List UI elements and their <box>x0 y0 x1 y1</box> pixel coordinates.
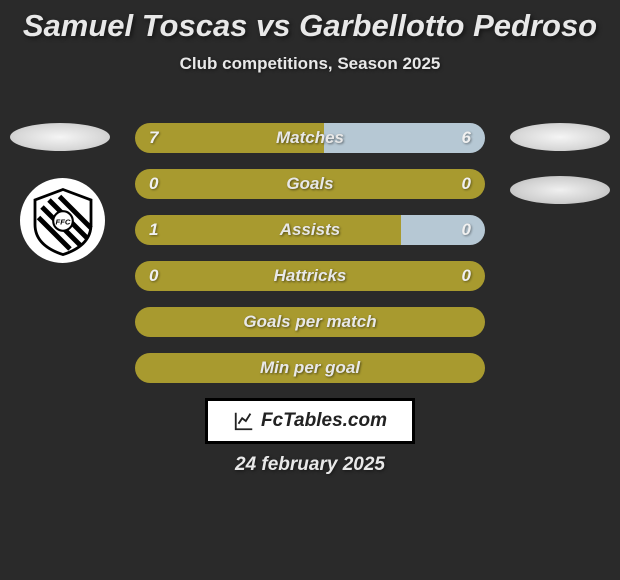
brand-logo: FcTables.com <box>205 398 415 444</box>
stats-container: Matches76Goals00Assists10Hattricks00Goal… <box>135 123 485 399</box>
stat-value-left: 1 <box>149 215 158 245</box>
page-title: Samuel Toscas vs Garbellotto Pedroso <box>0 0 620 44</box>
stat-value-right: 0 <box>462 169 471 199</box>
stat-row: Assists1 0 <box>135 215 485 245</box>
stat-value-left: 7 <box>149 123 158 153</box>
stat-label: Min per goal <box>135 353 485 383</box>
stat-label: Goals <box>135 169 485 199</box>
stat-label: Goals per match <box>135 307 485 337</box>
stat-value-right: 0 <box>462 215 471 245</box>
stat-row: Goals0 0 <box>135 169 485 199</box>
player2-badge <box>510 123 610 151</box>
stat-label: Hattricks <box>135 261 485 291</box>
player1-badge <box>10 123 110 151</box>
date-text: 24 february 2025 <box>0 454 620 476</box>
stat-value-right: 0 <box>462 261 471 291</box>
player1-club-logo: FFC <box>20 178 105 263</box>
stat-row: Min per goal <box>135 353 485 383</box>
stat-value-left: 0 <box>149 261 158 291</box>
stat-label: Matches <box>135 123 485 153</box>
club-shield-icon: FFC <box>28 186 98 256</box>
chart-icon <box>233 410 255 432</box>
svg-text:FFC: FFC <box>55 217 70 226</box>
stat-value-left: 0 <box>149 169 158 199</box>
brand-text: FcTables.com <box>261 410 387 432</box>
stat-value-right: 6 <box>462 123 471 153</box>
player2-club-badge <box>510 176 610 204</box>
subtitle: Club competitions, Season 2025 <box>0 54 620 74</box>
stat-row: Hattricks0 0 <box>135 261 485 291</box>
stat-row: Matches7 6 <box>135 123 485 153</box>
stat-row: Goals per match <box>135 307 485 337</box>
stat-label: Assists <box>135 215 485 245</box>
